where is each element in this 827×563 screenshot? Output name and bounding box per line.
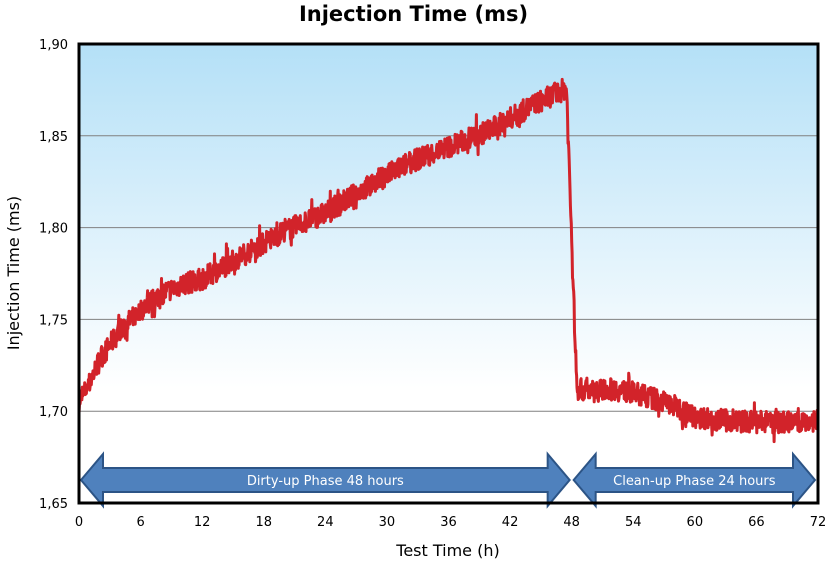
- x-tick-label: 36: [440, 515, 457, 530]
- x-tick-label: 72: [810, 515, 827, 530]
- phase-arrow: [79, 451, 571, 509]
- y-tick-label: 1,80: [39, 222, 68, 237]
- x-tick-label: 42: [502, 515, 519, 530]
- y-axis-label: Injection Time (ms): [4, 196, 23, 350]
- series-line: [77, 77, 820, 444]
- chart-title: Injection Time (ms): [298, 2, 529, 26]
- x-tick-label: 12: [194, 515, 211, 530]
- x-axis-label: Test Time (h): [395, 541, 499, 560]
- phase-arrow: [572, 451, 817, 509]
- x-tick-label: 48: [563, 515, 580, 530]
- x-tick-label: 0: [75, 515, 83, 530]
- y-tick-label: 1,65: [39, 497, 68, 512]
- x-tick-label: 66: [748, 515, 765, 530]
- x-tick-label: 60: [687, 515, 704, 530]
- x-tick-label: 6: [136, 515, 144, 530]
- x-tick-label: 24: [317, 515, 334, 530]
- phase-label: Clean-up Phase 24 hours: [613, 474, 776, 489]
- plot-frame: [77, 42, 820, 505]
- x-tick-label: 18: [255, 515, 272, 530]
- y-tick-label: 1,75: [39, 313, 68, 328]
- y-tick-label: 1,90: [39, 38, 68, 53]
- x-tick-label: 30: [379, 515, 396, 530]
- phase-label: Dirty-up Phase 48 hours: [247, 474, 404, 489]
- x-tick-label: 54: [625, 515, 642, 530]
- y-tick-label: 1,85: [39, 130, 68, 145]
- y-tick-label: 1,70: [39, 405, 68, 420]
